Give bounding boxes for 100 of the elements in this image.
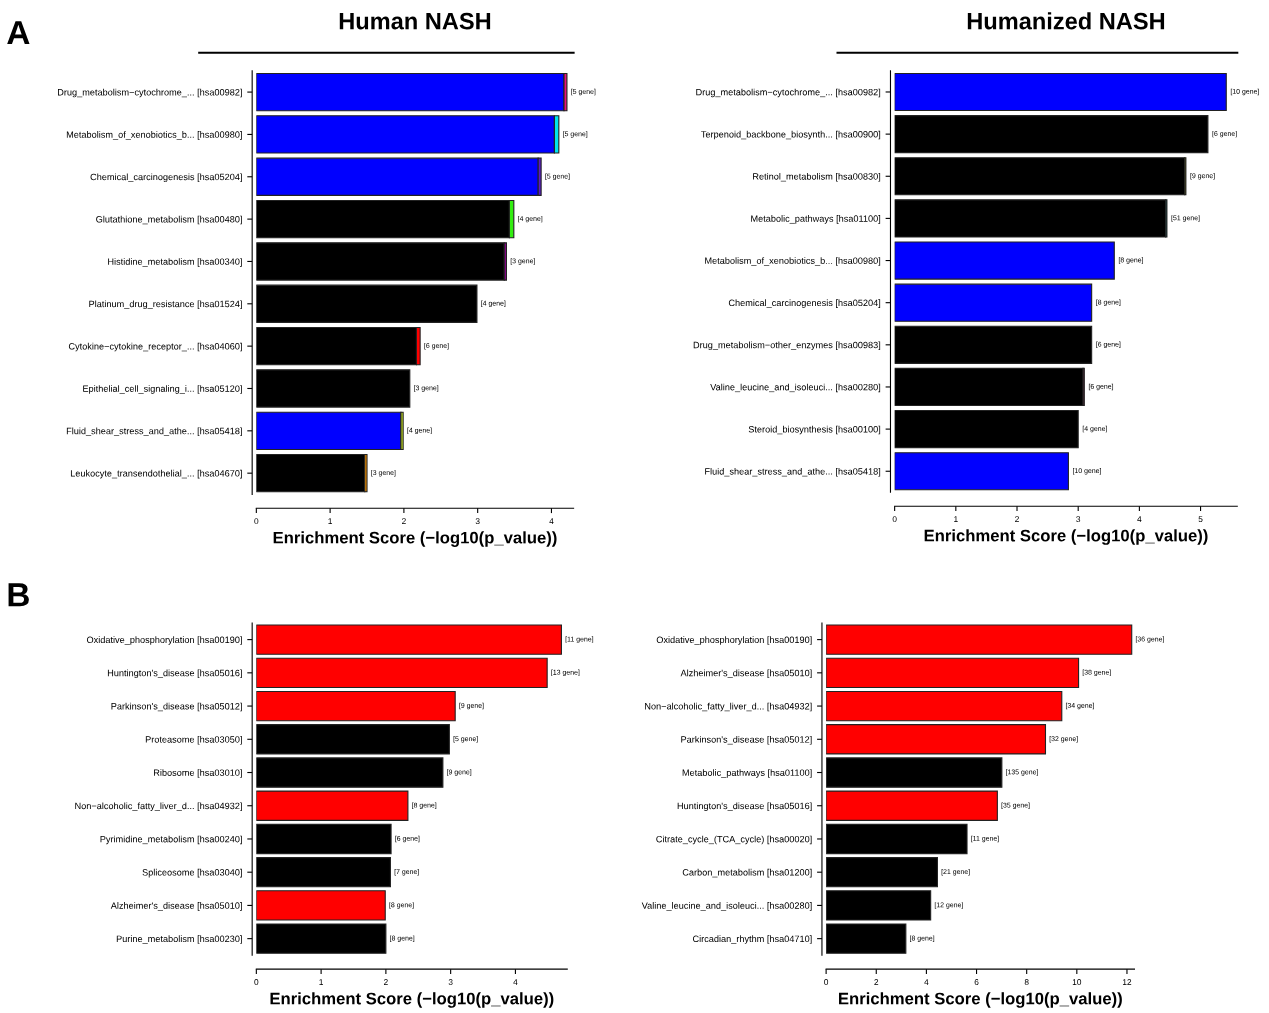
chart-title: Humanized NASH: [967, 12, 1165, 30]
y-tick-label: Circadian_rhythm [hsa04710]: [692, 935, 812, 944]
y-tick-label: Huntington's_disease [hsa05016]: [677, 802, 812, 811]
y-tick-label: Spliceosome [hsa03040]: [142, 868, 242, 878]
y-tick-label: Glutathione_metabolism [hsa00480]: [96, 215, 242, 225]
y-tick-label: Metabolic_pathways [hsa01100]: [682, 769, 812, 778]
bar: [894, 452, 1069, 491]
bar: [256, 411, 402, 451]
y-tick-label: Purine_metabolism [hsa00230]: [116, 935, 242, 944]
x-axis-title: Enrichment Score (−log10(p_value)): [273, 531, 557, 547]
x-tick-label: 3: [1076, 516, 1081, 523]
y-tick-label: Alzheimer's_disease [hsa05010]: [110, 902, 242, 911]
bar: [894, 72, 1227, 112]
y-tick-label: Drug_metabolism−cytochrome_... [hsa00982]: [696, 88, 881, 98]
x-tick-label: 4: [924, 979, 929, 985]
bar: [894, 241, 1115, 280]
chart-title: Human NASH: [339, 12, 491, 30]
y-tick-label: Fluid_shear_stress_and_athe... [hsa05418]: [66, 427, 242, 437]
bar: [894, 199, 1167, 238]
y-tick-label: Carbon_metabolism [hsa01200]: [682, 868, 812, 878]
y-tick-label: Retinol_metabolism [hsa00830]: [753, 172, 881, 182]
bar: [256, 823, 392, 855]
y-tick-label: Epithelial_cell_signaling_i... [hsa05120]: [83, 385, 242, 394]
y-tick-label: Steroid_biosynthesis [hsa00100]: [748, 425, 881, 435]
x-tick-label: 8: [1024, 979, 1029, 985]
y-tick-label: Parkinson's_disease [hsa05012]: [111, 702, 242, 712]
y-tick-label: Oxidative_phosphorylation [hsa00190]: [86, 636, 242, 645]
bar: [256, 857, 391, 888]
y-tick-label: Valine_leucine_and_isoleuci... [hsa00280]: [641, 902, 812, 911]
y-tick-label: Histidine_metabolism [hsa00340]: [108, 258, 242, 267]
bar: [826, 890, 932, 921]
bar: [894, 115, 1209, 154]
bar: [894, 157, 1186, 196]
bar: [894, 367, 1084, 407]
bar: [894, 325, 1093, 364]
bar: [256, 923, 387, 954]
bar: [826, 790, 998, 821]
x-tick-label: 1: [319, 979, 324, 985]
bar: [894, 283, 1093, 322]
x-tick-label: 2: [874, 979, 879, 985]
x-axis-title: Enrichment Score (−log10(p_value)): [270, 992, 554, 1008]
y-tick-label: Citrate_cycle_(TCA_cycle) [hsa00020]: [656, 835, 812, 845]
bar: [256, 657, 548, 689]
x-axis-title: Enrichment Score (−log10(p_value)): [839, 992, 1122, 1008]
bar: [256, 790, 409, 821]
bar: [256, 724, 450, 755]
bar: [256, 690, 456, 722]
x-tick-label: 4: [549, 518, 554, 524]
y-tick-label: Platinum_drug_resistance [hsa01524]: [89, 300, 242, 310]
bar: [256, 369, 411, 408]
x-tick-label: 4: [513, 979, 518, 985]
x-tick-label: 2: [402, 518, 406, 524]
bar: [826, 690, 1063, 722]
y-tick-label: Pyrimidine_metabolism [hsa00240]: [100, 835, 242, 845]
y-tick-label: Terpenoid_backbone_biosynth... [hsa00900]: [701, 130, 881, 140]
x-tick-label: 2: [383, 979, 388, 985]
x-tick-label: 12: [1122, 979, 1132, 985]
x-tick-label: 4: [1137, 516, 1142, 522]
bar: [826, 757, 1003, 788]
x-tick-label: 0: [824, 979, 829, 985]
y-tick-label: Drug_metabolism−cytochrome_... [hsa00982]: [58, 88, 242, 98]
x-tick-label: 0: [892, 516, 897, 523]
bar: [256, 890, 386, 921]
y-tick-label: Drug_metabolism−other_enzymes [hsa00983]: [693, 341, 881, 351]
text: B: [8, 583, 29, 607]
bar: [256, 284, 478, 323]
y-tick-label: Oxidative_phosphorylation [hsa00190]: [656, 636, 812, 645]
x-tick-label: 10: [1072, 979, 1082, 985]
y-tick-label: Alzheimer's_disease [hsa05010]: [680, 669, 812, 679]
x-tick-label: 5: [1198, 516, 1203, 523]
bar: [894, 410, 1079, 449]
bar: [256, 115, 555, 154]
x-tick-label: 3: [448, 979, 453, 985]
y-tick-label: Cytokine−cytokine_receptor_... [hsa04060]: [68, 342, 242, 352]
bar: [256, 326, 417, 366]
x-tick-label: 3: [475, 518, 480, 525]
y-tick-label: Proteasome [hsa03050]: [145, 735, 242, 745]
bar: [256, 157, 539, 196]
y-tick-label: Fluid_shear_stress_and_athe... [hsa05418]: [705, 467, 881, 477]
bar: [256, 242, 505, 281]
bar: [826, 624, 1133, 655]
bar: [256, 624, 562, 655]
y-tick-label: Parkinson's_disease [hsa05012]: [681, 735, 812, 745]
y-tick-label: Huntington's_disease [hsa05016]: [107, 669, 242, 679]
bar: [826, 923, 907, 954]
y-tick-label: Metabolism_of_xenobiotics_b... [hsa00980]: [705, 257, 881, 266]
bar: [826, 857, 938, 888]
y-tick-label: Valine_leucine_and_isoleuci... [hsa00280]: [710, 383, 881, 393]
x-tick-label: 0: [254, 979, 259, 985]
bar: [256, 72, 565, 112]
x-tick-label: 2: [1015, 516, 1019, 522]
y-tick-label: Metabolic_pathways [hsa01100]: [751, 215, 881, 224]
y-tick-label: Leukocyte_transendothelial_... [hsa04670]: [70, 469, 242, 479]
x-axis-title: Enrichment Score (−log10(p_value)): [924, 529, 1208, 545]
text: A: [7, 21, 30, 45]
bar: [256, 757, 444, 788]
bar: [826, 657, 1080, 689]
y-tick-label: Non−alcoholic_fatty_liver_d... [hsa04932]: [645, 702, 812, 712]
bar: [256, 199, 510, 239]
y-tick-label: Ribosome [hsa03010]: [154, 769, 242, 778]
